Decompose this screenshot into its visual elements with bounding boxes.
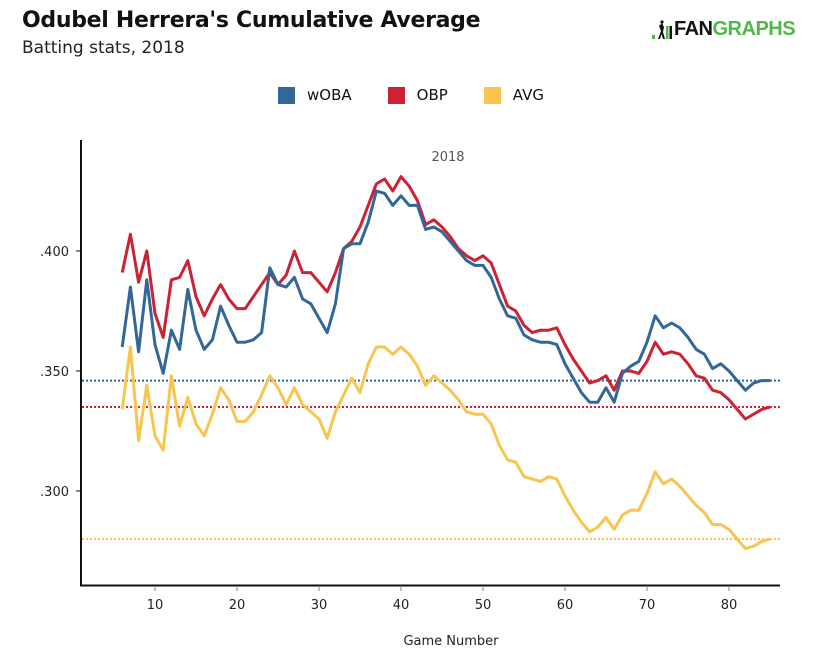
batter-logo-icon xyxy=(652,19,672,39)
legend: wOBA OBP AVG xyxy=(0,86,822,104)
y-ticks: .300 .350 .400 xyxy=(40,245,81,500)
chart-title: Odubel Herrera's Cumulative Average xyxy=(22,8,481,33)
x-tick-label: 60 xyxy=(557,598,574,613)
logo-text-graphs: GRAPHS xyxy=(712,18,796,40)
y-tick-label: .350 xyxy=(40,365,69,380)
x-tick-label: 40 xyxy=(393,598,410,613)
legend-label-obp: OBP xyxy=(416,86,448,104)
series-line-avg xyxy=(120,345,771,551)
logo-text-fan: FAN xyxy=(674,18,713,40)
legend-swatch-woba xyxy=(278,86,295,104)
y-tick-label: .300 xyxy=(40,485,69,500)
axes xyxy=(80,140,780,587)
series-lines xyxy=(120,175,771,551)
x-ticks: 10 20 30 40 50 60 70 80 xyxy=(147,586,738,613)
panel-label: 2018 xyxy=(431,150,464,165)
x-tick-label: 10 xyxy=(147,598,164,613)
legend-item-obp[interactable]: OBP xyxy=(387,86,448,104)
legend-label-avg: AVG xyxy=(512,86,544,104)
legend-swatch-obp xyxy=(387,86,405,104)
legend-label-woba: wOBA xyxy=(307,86,352,104)
x-tick-label: 30 xyxy=(311,598,328,613)
series-line-obp xyxy=(120,175,771,421)
fangraphs-logo[interactable]: FAN GRAPHS xyxy=(652,18,796,41)
legend-item-avg[interactable]: AVG xyxy=(483,86,544,104)
y-tick-label: .400 xyxy=(40,245,69,260)
legend-item-woba[interactable]: wOBA xyxy=(278,86,352,104)
legend-swatch-avg xyxy=(483,86,501,104)
series-line-woba xyxy=(120,189,770,404)
x-tick-label: 80 xyxy=(721,598,738,613)
chart-subtitle: Batting stats, 2018 xyxy=(22,38,185,58)
x-tick-label: 20 xyxy=(229,598,246,613)
x-axis-title: Game Number xyxy=(403,634,499,649)
x-tick-label: 50 xyxy=(475,598,492,613)
x-tick-label: 70 xyxy=(639,598,656,613)
